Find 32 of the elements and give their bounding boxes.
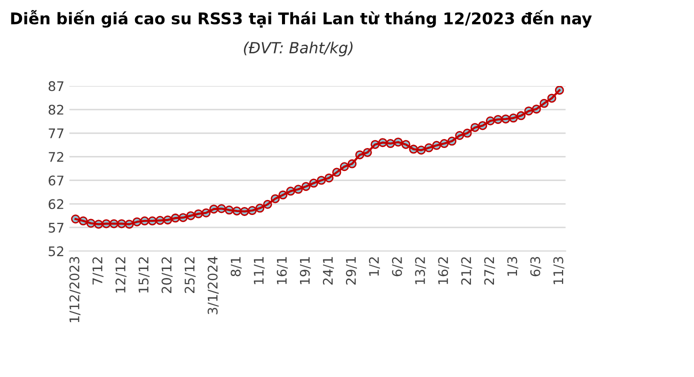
- x-tick-label: 16/2: [438, 257, 450, 284]
- y-tick-label: 87: [48, 81, 64, 92]
- x-tick-label: 29/1: [346, 257, 357, 285]
- x-tick-label: 25/12: [184, 257, 196, 293]
- x-tick-label: 6/3: [530, 257, 542, 276]
- x-tick-label: 20/12: [162, 257, 173, 293]
- x-tick-label: 24/1: [322, 257, 334, 285]
- y-tick-label: 57: [48, 222, 64, 233]
- y-tick-label: 52: [48, 246, 64, 256]
- chart-title: Diễn biến giá cao su RSS3 tại Thái Lan từ tháng 12/2023 đến nay: [11, 10, 592, 28]
- y-tick-label: 72: [48, 152, 64, 162]
- chart-subtitle: (ĐVT: Baht/kg): [244, 42, 353, 56]
- x-tick-label: 13/2: [415, 257, 426, 284]
- x-tick-label: 6/2: [392, 257, 404, 276]
- y-tick-label: 82: [48, 104, 64, 115]
- x-tick-label: 7/12: [92, 257, 104, 284]
- y-tick-label: 67: [48, 176, 64, 186]
- x-tick-label: 3/1/2024: [208, 256, 219, 314]
- x-tick-label: 11/1: [254, 257, 265, 284]
- x-tick-label: 1/3: [507, 257, 518, 276]
- x-tick-label: 16/1: [276, 257, 288, 284]
- y-tick-label: 77: [48, 128, 64, 138]
- x-tick-label: 15/12: [138, 257, 150, 293]
- x-tick-label: 8/1: [230, 257, 242, 276]
- x-tick-label: 27/2: [484, 257, 496, 285]
- x-tick-label: 19/1: [300, 257, 311, 284]
- x-tick-label: 12/12: [115, 257, 126, 293]
- x-tick-label: 11/3: [553, 257, 564, 284]
- x-tick-label: 1/12/2023: [69, 257, 80, 322]
- y-tick-label: 62: [48, 199, 64, 210]
- x-tick-label: 21/2: [461, 257, 472, 285]
- x-tick-label: 1/2: [368, 257, 380, 276]
